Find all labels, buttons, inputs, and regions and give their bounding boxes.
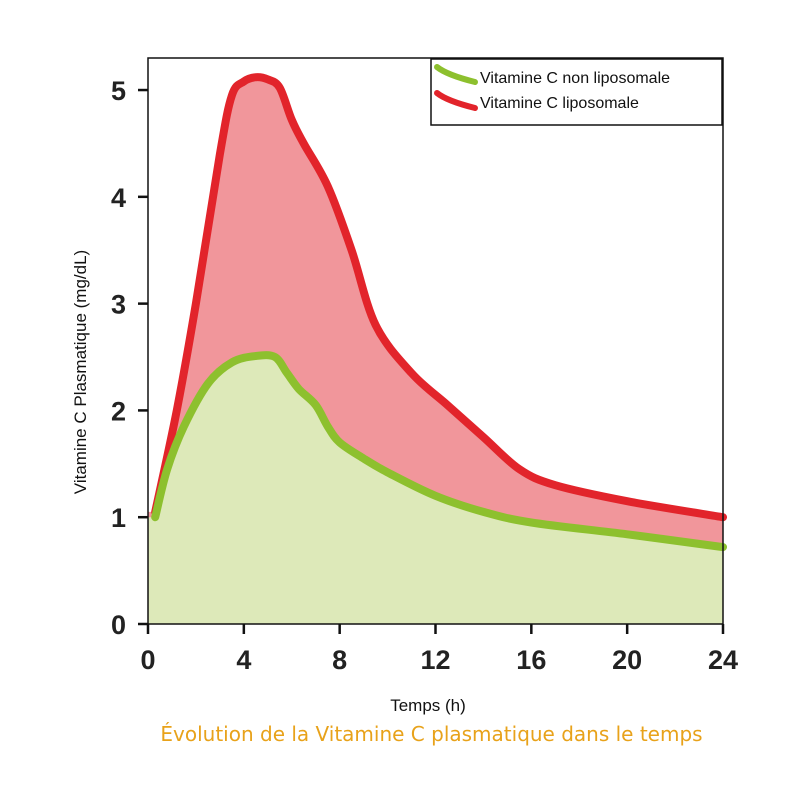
x-tick-label-20: 20 — [612, 645, 642, 675]
y-tick-label-0: 0 — [111, 610, 126, 640]
series-area-non-liposomale — [148, 355, 723, 624]
series-line-non-liposomale — [151, 351, 727, 552]
legend-label-non-liposomale: Vitamine C non liposomale — [480, 70, 670, 87]
legend-box — [430, 58, 723, 126]
x-tick-label-0: 0 — [140, 645, 155, 675]
y-axis-title: Vitamine C Plasmatique (mg/dL) — [71, 250, 90, 494]
legend: Vitamine C non liposomale Vitamine C lip… — [430, 58, 723, 126]
y-tick-label-1: 1 — [111, 503, 126, 533]
series-line-liposomale — [151, 73, 727, 522]
y-tick-label-3: 3 — [111, 290, 126, 320]
legend-swatch-liposomale — [434, 90, 478, 111]
x-tick-label-24: 24 — [708, 645, 738, 675]
area-fills — [148, 77, 723, 625]
y-tick-label-5: 5 — [111, 76, 126, 106]
y-tick-label-2: 2 — [111, 396, 126, 426]
x-tick-label-12: 12 — [420, 645, 450, 675]
x-axis-title: Temps (h) — [390, 696, 466, 715]
x-tick-label-4: 4 — [236, 645, 251, 675]
legend-label-liposomale: Vitamine C liposomale — [480, 95, 639, 112]
x-tick-label-8: 8 — [332, 645, 347, 675]
y-tick-label-4: 4 — [111, 183, 126, 213]
x-tick-label-16: 16 — [516, 645, 546, 675]
legend-swatch-non-liposomale — [434, 64, 478, 85]
series-lines — [151, 73, 727, 552]
chart-caption: Évolution de la Vitamine C plasmatique d… — [160, 722, 703, 746]
